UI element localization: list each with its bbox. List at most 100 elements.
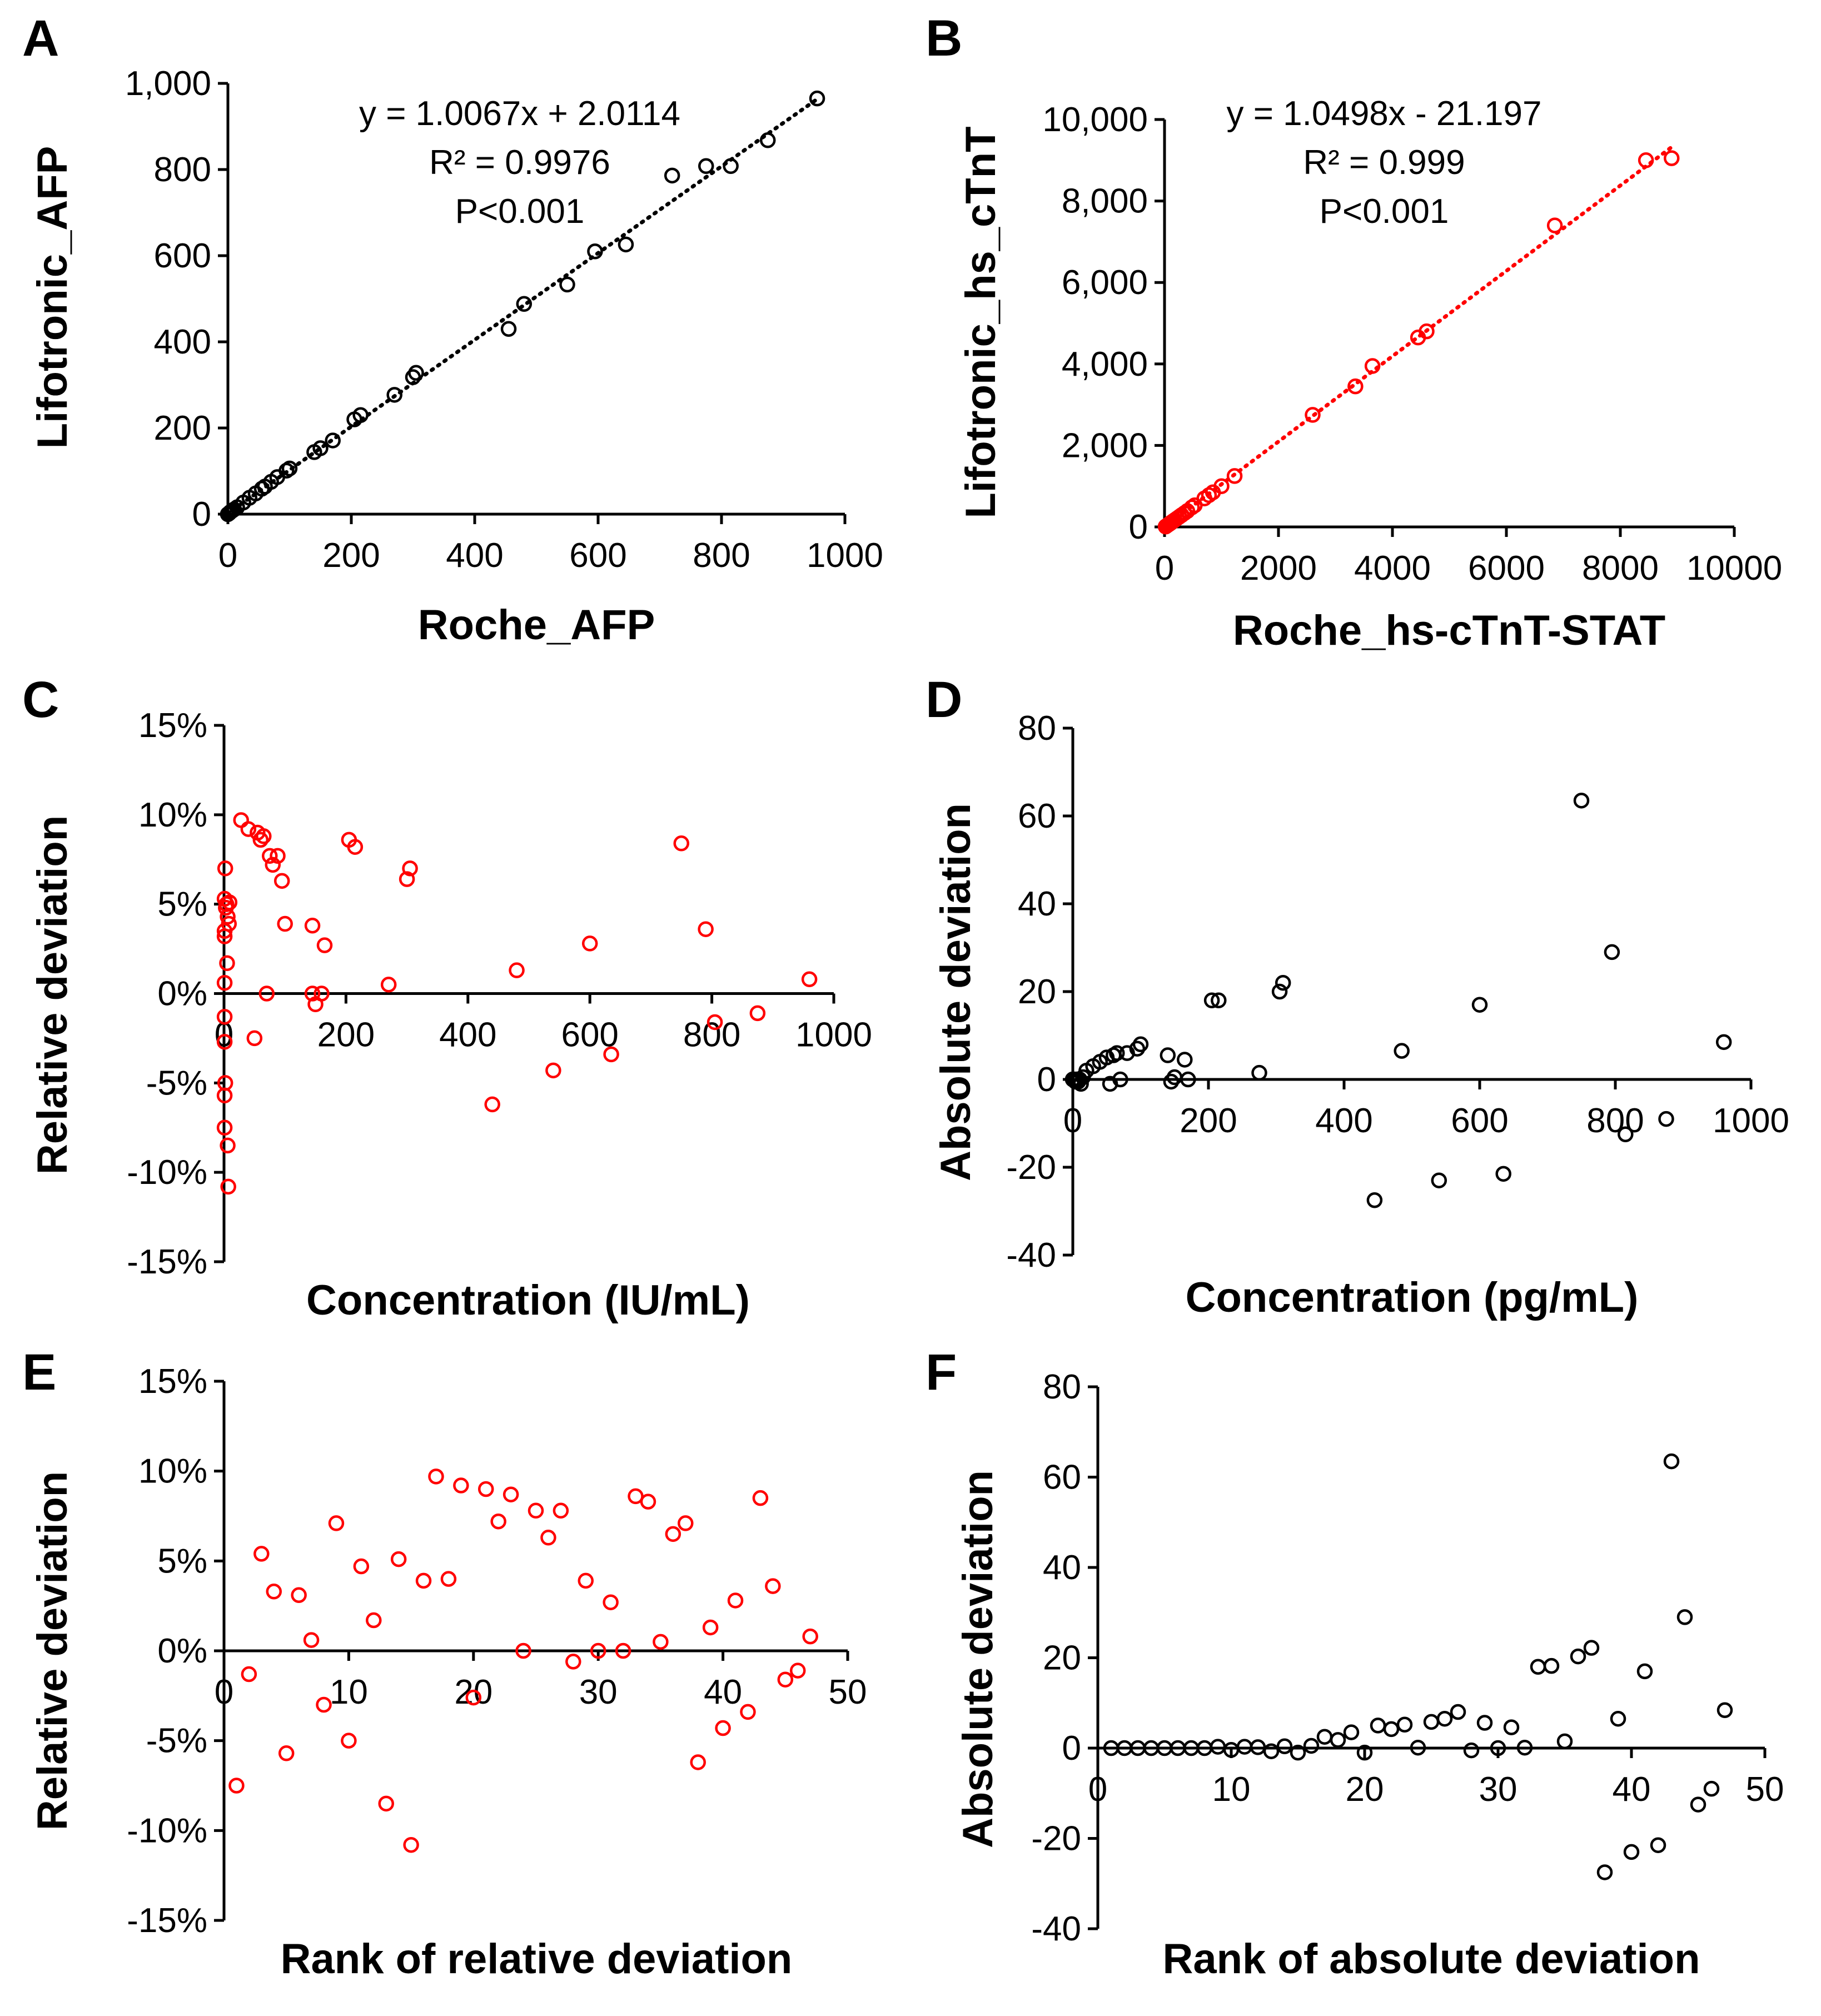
data-point (1305, 407, 1321, 423)
data-point (702, 1619, 719, 1636)
y-tick-label: 600 (154, 237, 211, 275)
panel-label-a: A (22, 10, 59, 67)
data-point (1275, 974, 1291, 991)
y-tick-label: 0 (1037, 1061, 1056, 1099)
data-point (402, 860, 418, 877)
data-point (1546, 217, 1563, 233)
x-tick-label: 1000 (807, 536, 883, 575)
data-point (706, 1014, 723, 1031)
regression-annotation: R² = 0.999 (1303, 143, 1465, 182)
x-tick-label: 600 (569, 536, 626, 575)
data-point (328, 1515, 345, 1531)
data-point (312, 440, 329, 456)
chart-panel-e: E -15% -10% -5% 0% 5% 10% 15% 0 10 20 30 40 50 Rank of… (22, 1344, 867, 1983)
data-point (1211, 992, 1227, 1009)
data-point (1618, 1126, 1634, 1142)
data-point (440, 1571, 457, 1587)
x-tick-label: 600 (1451, 1102, 1508, 1140)
data-point (603, 1594, 619, 1610)
data-point (1436, 1710, 1453, 1727)
x-axis-label: Rank of absolute deviation (1162, 1935, 1700, 1983)
data-point (1290, 1744, 1306, 1761)
data-point (1604, 944, 1620, 960)
data-point (1716, 1702, 1733, 1718)
data-point (386, 387, 402, 403)
data-point (221, 915, 237, 932)
panel-label-e: E (22, 1344, 56, 1401)
y-axis-label: Relative deviation (29, 815, 76, 1174)
data-point (559, 276, 575, 293)
data-point (760, 132, 776, 148)
data-point (253, 1546, 270, 1562)
regression-annotation: P<0.001 (1320, 192, 1449, 231)
data-point (500, 321, 517, 337)
y-tick-label: -20 (1006, 1148, 1056, 1187)
x-tick-label: 30 (579, 1673, 618, 1711)
data-point (603, 1046, 619, 1063)
data-point (228, 1778, 245, 1794)
data-point (428, 1469, 444, 1485)
y-tick-label: 8,000 (1062, 182, 1148, 221)
data-point (1516, 1739, 1533, 1756)
data-point (1636, 1663, 1653, 1680)
data-point (618, 236, 634, 253)
data-point (216, 974, 233, 991)
data-point (266, 1584, 282, 1600)
y-tick-label: -10% (127, 1153, 207, 1192)
data-point (408, 365, 424, 381)
data-point (304, 985, 321, 1002)
data-point (1638, 152, 1654, 168)
data-point (749, 1005, 766, 1022)
data-point (1495, 1166, 1511, 1182)
chart-panel-a: A 0 200 400 600 800 1,000 0 200 400 600 800 1000 Roch… (22, 10, 883, 649)
x-tick-label: 800 (683, 1016, 740, 1054)
data-point (256, 828, 272, 844)
x-tick-label: 0 (215, 1673, 233, 1711)
y-tick-label: 10% (138, 796, 207, 834)
panel-label-b: B (926, 10, 962, 67)
data-point (653, 1634, 669, 1650)
y-tick-label: 5% (157, 885, 207, 924)
data-point (1343, 1724, 1360, 1740)
y-tick-label: 6,000 (1062, 263, 1148, 302)
data-point (723, 158, 739, 175)
x-tick-label: 4000 (1354, 549, 1431, 588)
data-point (1503, 1719, 1520, 1735)
panel-label-f: F (926, 1344, 957, 1401)
chart-panel-b: B 0 2,000 4,000 6,000 8,000 10,000 0 2000 4000 600… (926, 10, 1782, 654)
x-tick-label: 400 (439, 1016, 496, 1054)
x-tick-label: 40 (1613, 1770, 1651, 1809)
trendline (1162, 145, 1674, 529)
x-tick-label: 20 (454, 1673, 492, 1711)
data-point (698, 158, 714, 175)
data-point (1715, 1034, 1732, 1051)
x-tick-label: 0 (1063, 1102, 1082, 1140)
data-point (1596, 1864, 1613, 1880)
data-point (1263, 1743, 1280, 1759)
data-point (1573, 793, 1590, 809)
data-point (1370, 1718, 1386, 1734)
data-point (233, 812, 249, 828)
data-point (1160, 1047, 1176, 1063)
data-point (1213, 478, 1230, 494)
data-point (1543, 1657, 1560, 1674)
y-tick-label: -15% (127, 1243, 207, 1281)
y-tick-label: -5% (146, 1722, 207, 1760)
data-point (1347, 378, 1364, 395)
data-point (1676, 1609, 1693, 1625)
data-point (801, 971, 818, 988)
data-point (258, 985, 275, 1002)
data-point (325, 432, 341, 449)
x-axis-label: Roche_AFP (418, 601, 655, 649)
data-point (1663, 1453, 1680, 1470)
data-point (366, 1612, 382, 1629)
data-point (477, 1481, 494, 1497)
data-point (540, 1530, 556, 1546)
data-point (581, 935, 598, 952)
regression-annotation: R² = 0.9976 (429, 143, 610, 182)
data-point (1556, 1733, 1573, 1750)
x-tick-label: 30 (1479, 1770, 1518, 1809)
y-tick-label: 0% (157, 975, 207, 1013)
x-tick-label: 50 (829, 1673, 867, 1711)
